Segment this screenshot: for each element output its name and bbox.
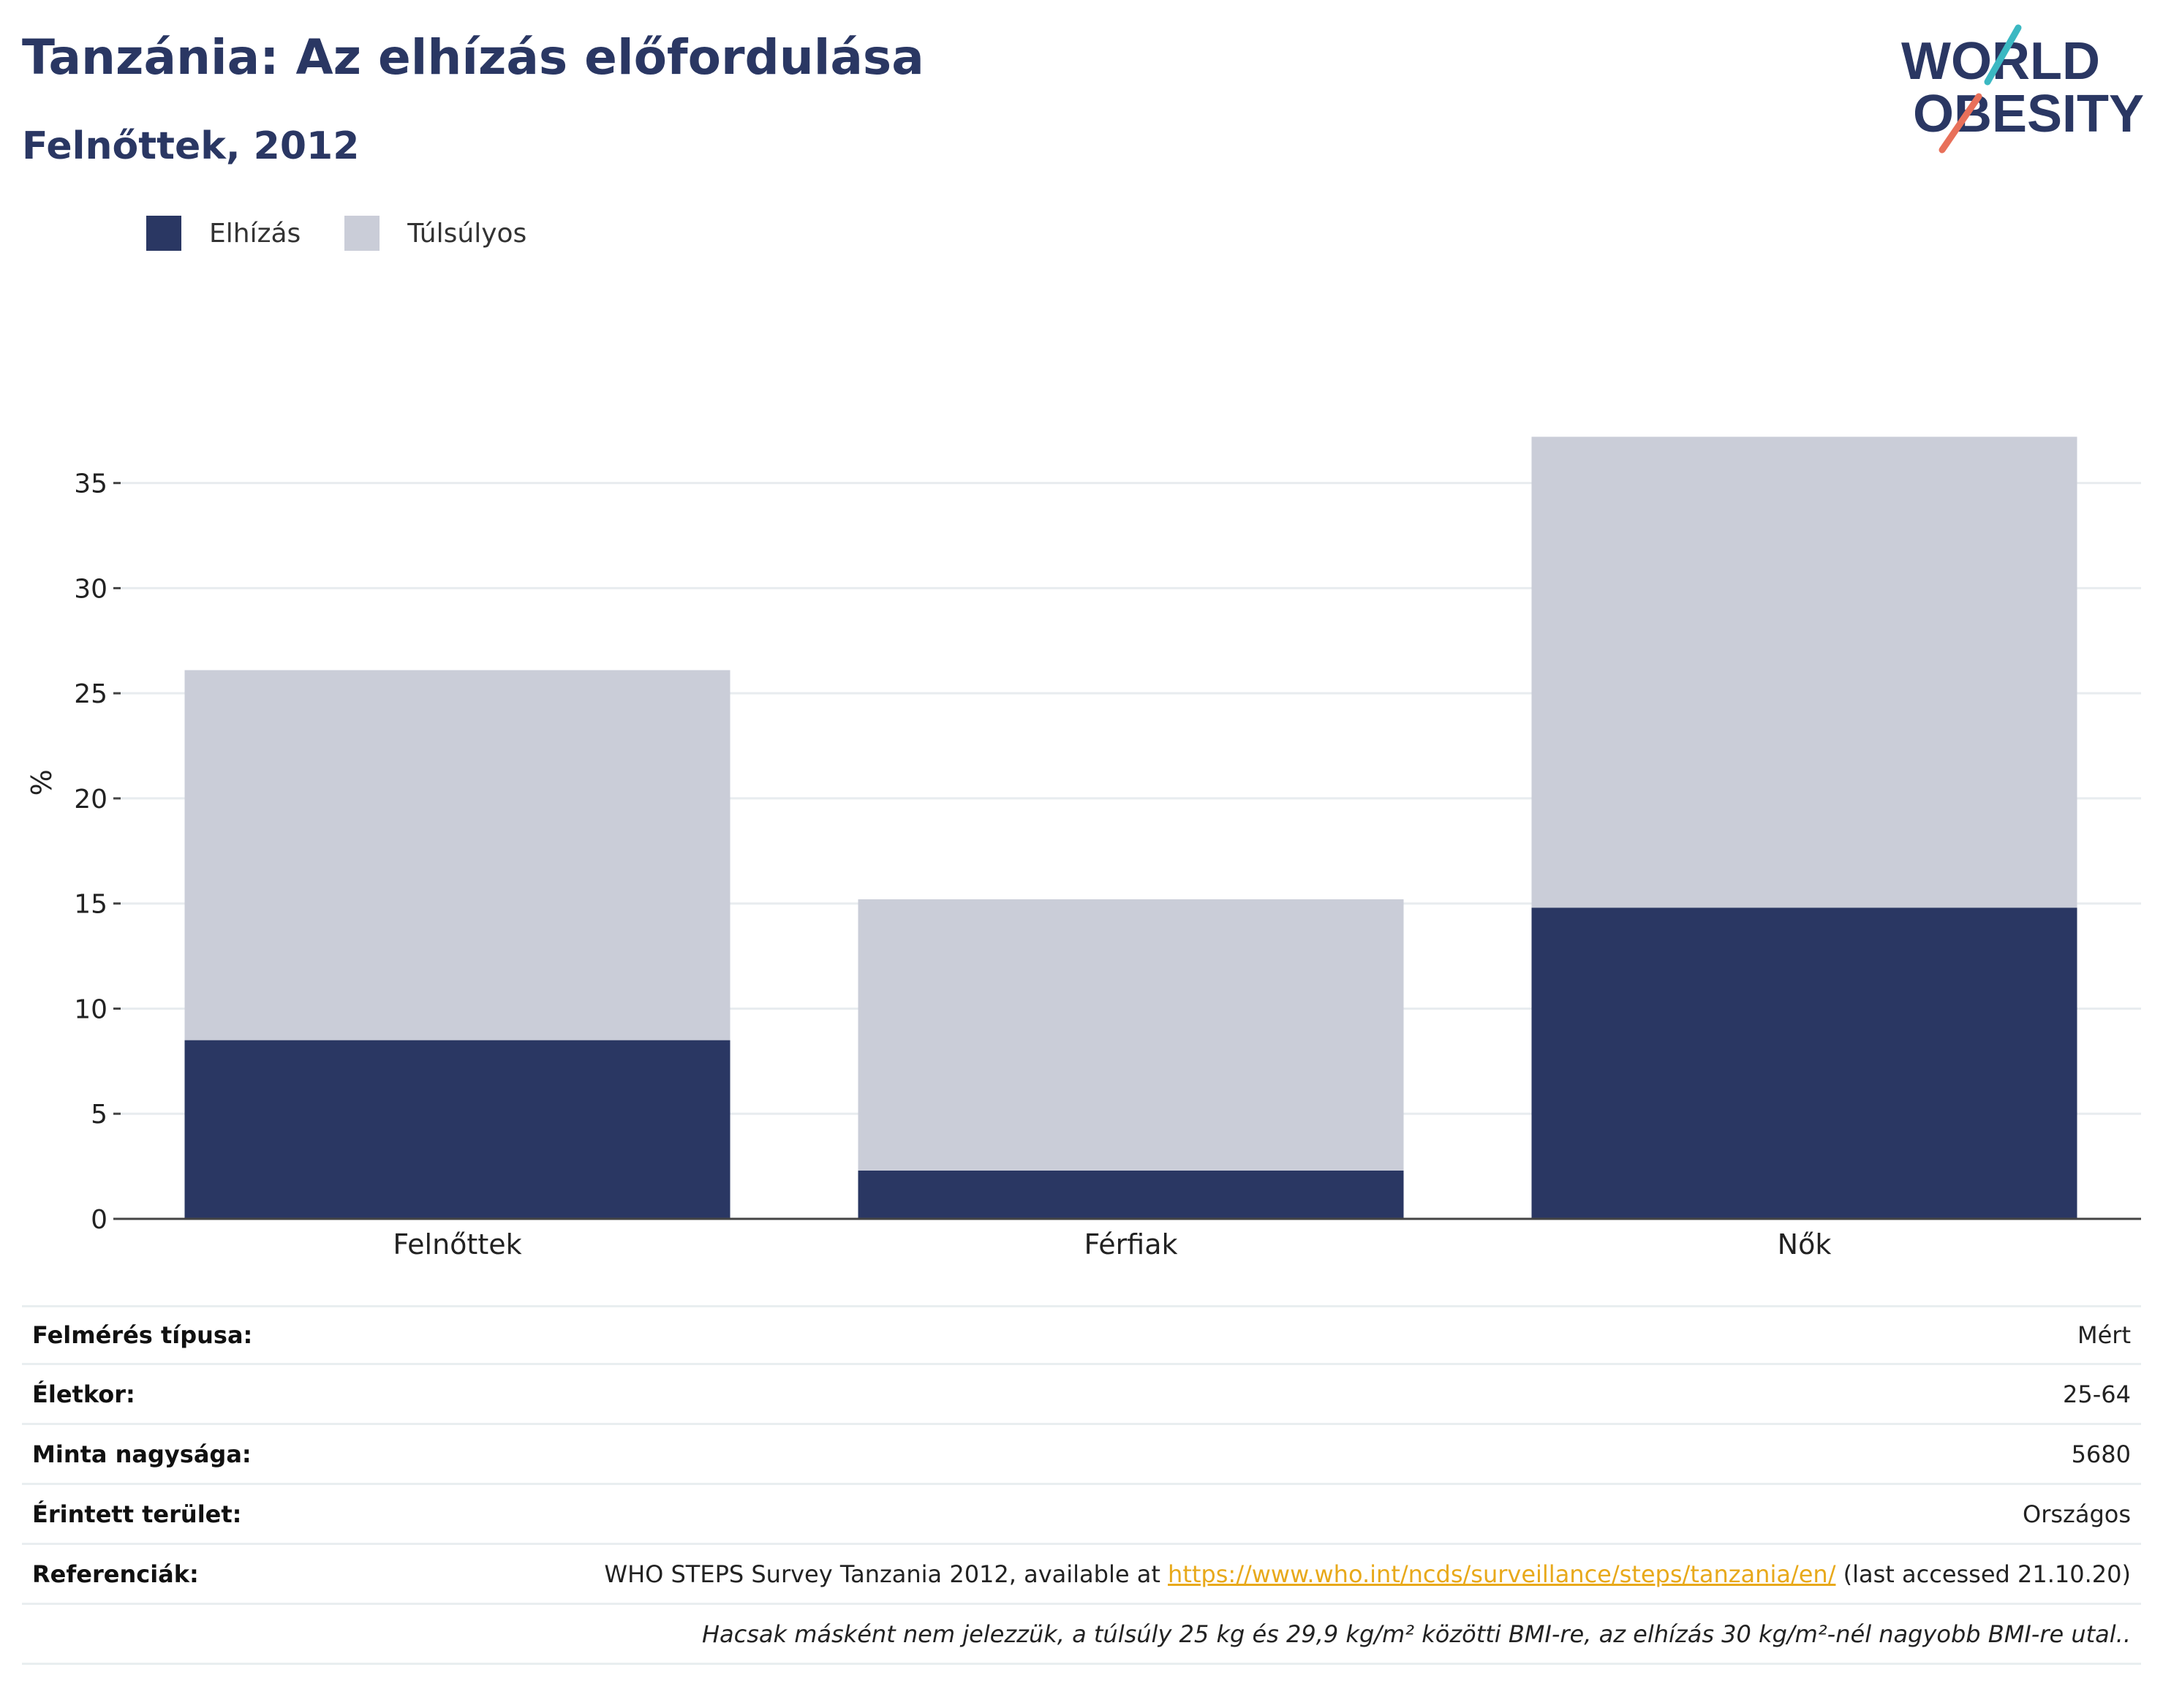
y-axis-label: % (26, 769, 58, 796)
chart-legend: Elhízás Túlsúlyos (146, 216, 570, 251)
info-row-sample-size: Minta nagysága: 5680 (22, 1425, 2141, 1485)
y-tick-label: 20 (74, 785, 107, 815)
world-obesity-logo: WORLD OBESITY (1901, 22, 2150, 154)
legend-label-overweight: Túlsúlyos (407, 218, 527, 249)
bar-obesity (858, 1170, 1404, 1219)
reference-prefix: WHO STEPS Survey Tanzania 2012, availabl… (604, 1560, 1169, 1588)
info-value: 25-64 (2063, 1380, 2131, 1408)
x-tick-label: Férfiak (1084, 1228, 1177, 1261)
info-row-survey-type: Felmérés típusa: Mért (22, 1305, 2141, 1365)
info-row-age: Életkor: 25-64 (22, 1365, 2141, 1425)
info-label: Minta nagysága: (32, 1440, 252, 1468)
legend-swatch-overweight (344, 216, 380, 251)
reference-link[interactable]: https://www.who.int/ncds/surveillance/st… (1168, 1560, 1836, 1588)
legend-label-obesity: Elhízás (209, 218, 301, 249)
bar-obesity (184, 1040, 731, 1219)
legend-item-overweight[interactable]: Túlsúlyos (344, 216, 526, 251)
bar-overweight (1531, 437, 2077, 908)
page-subtitle: Felnőttek, 2012 (22, 124, 360, 168)
info-label: Felmérés típusa: (32, 1321, 253, 1349)
info-row-note: Hacsak másként nem jelezzük, a túlsúly 2… (22, 1605, 2141, 1665)
x-tick-label: Nők (1778, 1228, 1832, 1261)
legend-swatch-obesity (146, 216, 181, 251)
survey-info-table: Felmérés típusa: Mért Életkor: 25-64 Min… (22, 1305, 2141, 1665)
y-tick-label: 30 (74, 574, 107, 604)
info-value: Mért (2077, 1321, 2131, 1349)
reference-suffix: (last accessed 21.10.20) (1835, 1560, 2131, 1588)
reference-text: WHO STEPS Survey Tanzania 2012, availabl… (604, 1560, 2131, 1588)
info-value: 5680 (2071, 1440, 2131, 1468)
stacked-bar-chart: 0 5 10 15 20 25 30 35% Felnőttek Férfiak Nők (26, 437, 2141, 1261)
logo-line2: OBESITY (1913, 85, 2144, 143)
y-tick-label: 10 (74, 994, 107, 1024)
info-label: Referenciák: (32, 1560, 199, 1588)
bar-overweight (858, 899, 1404, 1171)
definition-note: Hacsak másként nem jelezzük, a túlsúly 2… (701, 1620, 2131, 1648)
page-title: Tanzánia: Az elhízás előfordulása (22, 29, 924, 86)
info-value: Országos (2023, 1500, 2131, 1528)
y-tick-label: 5 (91, 1100, 107, 1130)
info-row-area: Érintett terület: Országos (22, 1485, 2141, 1545)
bar-obesity (1531, 907, 2077, 1219)
x-tick-label: Felnőttek (393, 1228, 521, 1261)
info-row-references: Referenciák: WHO STEPS Survey Tanzania 2… (22, 1545, 2141, 1605)
bar-overweight (184, 670, 731, 1040)
y-tick-label: 0 (91, 1205, 107, 1235)
y-tick-label: 25 (74, 679, 107, 709)
legend-item-obesity[interactable]: Elhízás (146, 216, 301, 251)
info-label: Életkor: (32, 1380, 135, 1408)
y-tick-label: 15 (74, 890, 107, 920)
y-tick-label: 35 (74, 469, 107, 499)
info-label: Érintett terület: (32, 1500, 242, 1528)
